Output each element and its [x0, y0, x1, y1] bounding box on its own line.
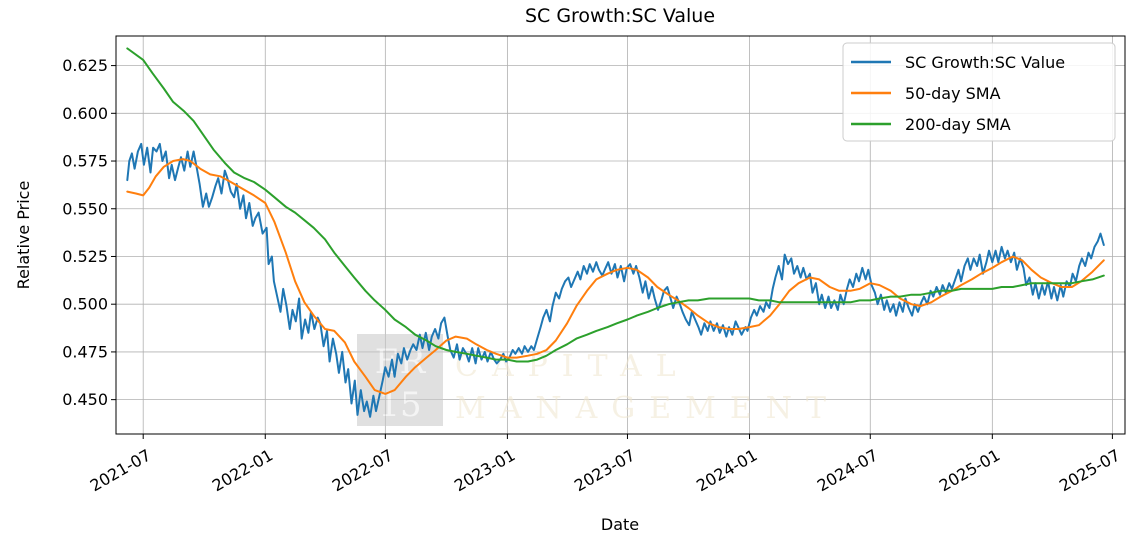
series-line-200-day-sma [126, 47, 1105, 363]
legend-label-200-day-sma: 200-day SMA [905, 115, 1011, 134]
y-axis: 0.450 0.475 0.500 0.525 0.550 0.575 0.600 0.625 [62, 56, 116, 409]
series-layer [126, 47, 1105, 418]
x-axis-label: Date [601, 515, 639, 534]
y-axis-label: Relative Price [14, 181, 33, 290]
legend-box [842, 42, 1116, 142]
plot-frame [115, 35, 1126, 435]
y-tick-label: 0.575 [62, 152, 108, 171]
watermark: ER 15 CAPITAL MANAGEMENT [357, 334, 840, 426]
chart-title: SC Growth:SC Value [525, 5, 715, 27]
y-tick-label: 0.625 [62, 56, 108, 75]
y-tick-label: 0.550 [62, 199, 108, 218]
y-tick-label: 0.475 [62, 342, 108, 361]
legend: SC Growth:SC Value 50-day SMA 200-day SMA [842, 42, 1116, 142]
y-tick-label: 0.600 [62, 104, 108, 123]
watermark-logo-bottom: 15 [378, 385, 421, 425]
y-tick-label: 0.525 [62, 247, 108, 266]
legend-label-sc-growth-sc-value: SC Growth:SC Value [905, 53, 1065, 72]
y-tick-label: 0.500 [62, 295, 108, 314]
series-line-50-day-sma [126, 158, 1105, 395]
watermark-line2: MANAGEMENT [455, 391, 840, 426]
legend-label-50-day-sma: 50-day SMA [905, 84, 1001, 103]
y-tick-label: 0.450 [62, 390, 108, 409]
